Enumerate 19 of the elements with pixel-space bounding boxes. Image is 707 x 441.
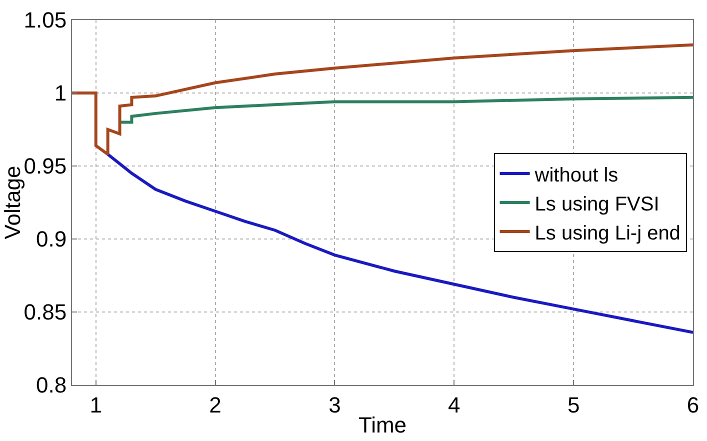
x-tick-label: 5 [567, 392, 580, 418]
y-tick-label: 0.8 [36, 372, 67, 398]
line-series [106, 152, 693, 334]
y-tick-label: 1 [54, 80, 67, 106]
legend-label: Ls using Li-j end [534, 222, 680, 244]
y-tick-label: 0.85 [24, 300, 67, 325]
y-tick-label: 0.9 [36, 226, 67, 252]
x-tick-label: 1 [90, 392, 102, 418]
y-tick-label: 1.05 [24, 8, 67, 33]
legend-label: Ls using FVSI [534, 193, 660, 216]
x-tick-label: 2 [209, 392, 222, 418]
x-tick-label: 4 [448, 392, 460, 418]
y-tick-label: 0.95 [24, 154, 67, 179]
y-axis-title: Voltage [0, 166, 25, 240]
x-tick-label: 3 [328, 392, 341, 418]
x-axis-title: Time [358, 412, 407, 438]
x-tick-label: 6 [686, 392, 700, 418]
legend-label: without ls [534, 164, 618, 186]
line-series [72, 43, 693, 156]
